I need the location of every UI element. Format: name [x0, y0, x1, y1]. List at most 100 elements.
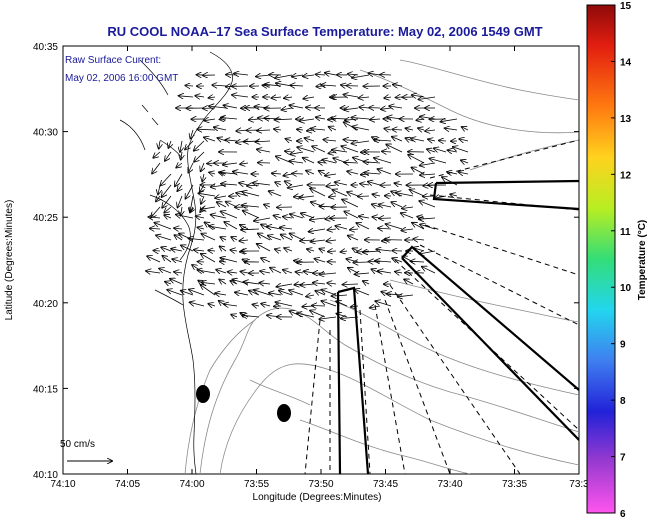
current-vector — [260, 271, 271, 273]
current-vector — [358, 196, 370, 197]
current-vector — [264, 205, 271, 208]
current-vector — [420, 224, 436, 230]
current-vector — [257, 149, 271, 152]
current-vector — [311, 129, 326, 130]
current-vector — [234, 73, 249, 75]
current-vector — [224, 304, 238, 306]
current-vector — [289, 105, 304, 108]
current-vector — [276, 302, 293, 307]
colorbar-tick-label: 12 — [620, 170, 632, 181]
current-vector — [209, 97, 216, 98]
current-vector — [382, 151, 392, 152]
current-vector — [274, 216, 282, 219]
current-vector — [359, 107, 370, 108]
current-vector — [181, 291, 194, 296]
current-vector — [221, 237, 227, 240]
current-vector — [320, 317, 337, 319]
current-vector — [374, 158, 392, 164]
current-vector — [359, 97, 370, 98]
current-vector — [215, 196, 227, 198]
current-vector — [316, 86, 326, 87]
colorbar-tick-label: 14 — [620, 57, 632, 68]
current-vector — [288, 185, 304, 188]
current-vector — [324, 140, 337, 141]
current-vector — [286, 139, 293, 141]
current-vector — [254, 290, 271, 296]
current-vector — [369, 73, 381, 75]
current-vector — [312, 146, 326, 153]
station-marker — [196, 385, 210, 403]
current-vector — [275, 75, 293, 78]
current-vector — [174, 272, 183, 273]
current-vector — [423, 196, 436, 197]
current-vector — [208, 304, 216, 306]
current-vector — [156, 196, 160, 201]
current-vector — [352, 127, 370, 130]
current-vector — [257, 244, 271, 252]
dashed-track-lines — [304, 139, 579, 474]
current-vector — [344, 211, 359, 219]
current-vector — [329, 127, 337, 130]
current-vector — [398, 295, 414, 297]
current-vector — [368, 182, 381, 185]
current-vector — [190, 207, 193, 212]
current-vector — [344, 95, 359, 98]
current-vector — [190, 129, 193, 139]
current-vector — [402, 207, 414, 209]
current-vector — [223, 163, 238, 165]
current-vector — [355, 273, 370, 274]
current-vector — [194, 250, 205, 251]
y-axis-label: Latitude (Degrees:Minutes) — [4, 200, 15, 321]
current-vector — [350, 229, 359, 230]
current-vector — [165, 151, 172, 161]
current-vector — [269, 191, 282, 197]
current-vector — [310, 218, 326, 220]
current-vector — [220, 258, 238, 263]
current-vector — [311, 240, 326, 242]
current-vector — [242, 192, 260, 197]
current-vector — [176, 163, 183, 168]
current-vector — [384, 97, 392, 98]
current-vector — [198, 193, 216, 196]
current-vector — [201, 234, 216, 241]
current-vector — [254, 218, 271, 221]
current-vector — [392, 129, 403, 130]
current-vector — [389, 106, 403, 108]
current-vector — [327, 283, 337, 284]
current-vector — [221, 184, 238, 185]
current-vector — [292, 174, 304, 175]
current-vector — [435, 196, 447, 198]
current-vector — [253, 183, 271, 185]
colorbar-title: Temperature (°C) — [637, 220, 648, 301]
current-vector — [275, 182, 282, 185]
current-vector — [171, 249, 183, 251]
current-vector — [212, 85, 227, 86]
current-vector — [255, 141, 271, 142]
current-vector — [315, 259, 326, 262]
current-vector — [374, 140, 392, 141]
current-vector — [289, 290, 304, 296]
current-vector — [241, 229, 260, 230]
current-vector — [410, 190, 425, 197]
current-vector — [159, 269, 172, 274]
current-vector — [430, 159, 447, 164]
current-vector — [195, 96, 205, 97]
annotation-time: May 02, 2006 16:00 GMT — [65, 73, 178, 84]
current-vector — [306, 107, 315, 108]
current-vector — [253, 305, 260, 307]
current-vector — [197, 129, 216, 130]
current-vector — [309, 229, 326, 232]
colorbar-tick-label: 9 — [620, 340, 626, 351]
current-vector — [156, 235, 172, 241]
current-vector — [392, 258, 403, 262]
current-vector — [441, 119, 458, 122]
current-vector — [275, 249, 282, 251]
y-tick-label: 40:35 — [33, 42, 58, 53]
current-vector — [194, 140, 205, 151]
current-vector — [404, 279, 414, 284]
current-vector — [196, 216, 205, 218]
current-vector — [208, 250, 216, 251]
current-vector — [364, 173, 381, 174]
current-vector — [341, 251, 348, 252]
